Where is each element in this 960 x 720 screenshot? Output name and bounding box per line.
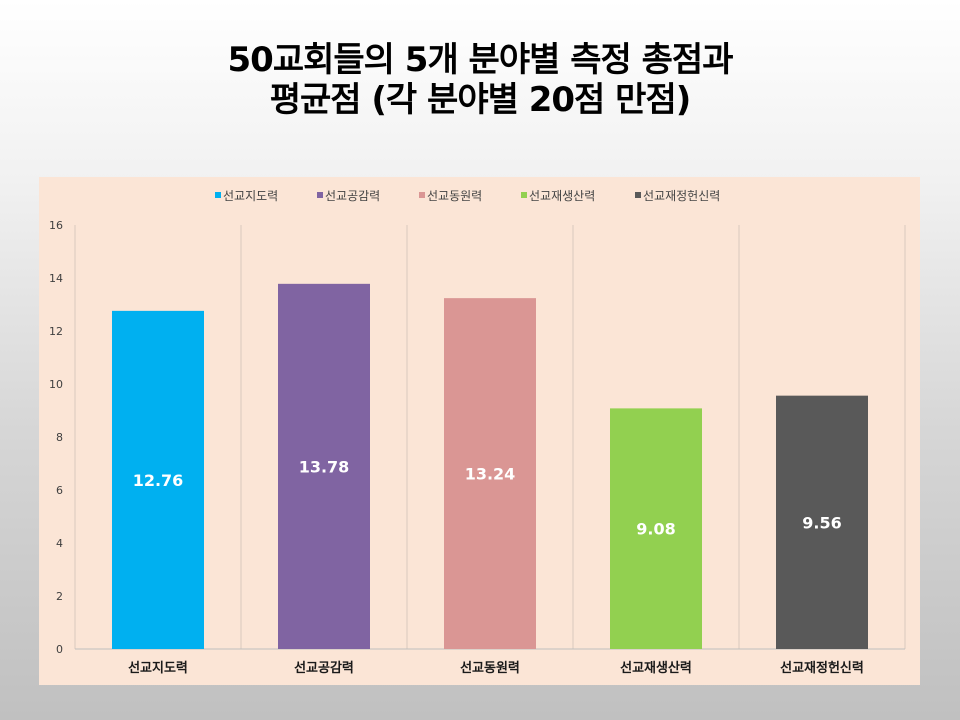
legend-label: 선교재정헌신력 bbox=[643, 189, 720, 203]
category-label: 선교재생산력 bbox=[620, 660, 692, 676]
legend-swatch bbox=[635, 192, 641, 198]
y-tick-label: 12 bbox=[49, 325, 63, 338]
legend-label: 선교공감력 bbox=[325, 189, 380, 203]
y-tick-label: 8 bbox=[56, 431, 63, 444]
category-label: 선교지도력 bbox=[128, 660, 188, 676]
y-tick-label: 14 bbox=[49, 272, 63, 285]
chart-title: 50교회들의 5개 분야별 측정 총점과 평균점 (각 분야별 20점 만점) bbox=[0, 40, 960, 120]
bar bbox=[610, 408, 702, 649]
category-label: 선교동원력 bbox=[460, 660, 520, 676]
bar-value-label: 9.56 bbox=[802, 513, 841, 532]
bar bbox=[112, 310, 204, 649]
bar-value-label: 13.24 bbox=[465, 465, 516, 484]
legend-swatch bbox=[317, 192, 323, 198]
bar bbox=[776, 395, 868, 649]
bar-value-label: 9.08 bbox=[636, 520, 675, 539]
legend-label: 선교지도력 bbox=[223, 189, 278, 203]
legend-swatch bbox=[215, 192, 221, 198]
legend-swatch bbox=[521, 192, 527, 198]
bar bbox=[444, 298, 536, 649]
title-line-1: 50교회들의 5개 분야별 측정 총점과 bbox=[227, 40, 734, 80]
y-tick-label: 0 bbox=[56, 643, 63, 656]
bar-chart: 선교지도력 선교공감력 선교동원력 선교재생산력 선교재정헌신력 02468101214… bbox=[49, 189, 906, 676]
bar bbox=[278, 283, 370, 649]
y-tick-label: 2 bbox=[56, 590, 63, 603]
category-label: 선교공감력 bbox=[294, 660, 354, 676]
category-label: 선교재정헌신력 bbox=[780, 660, 864, 676]
title-line-2: 평균점 (각 분야별 20점 만점) bbox=[269, 80, 692, 120]
y-tick-label: 10 bbox=[49, 378, 63, 391]
bar-value-label: 12.76 bbox=[133, 471, 184, 490]
bar-value-label: 13.78 bbox=[299, 457, 350, 476]
legend-swatch bbox=[419, 192, 425, 198]
y-tick-label: 16 bbox=[49, 219, 63, 232]
chart-panel: 선교지도력 선교공감력 선교동원력 선교재생산력 선교재정헌신력 0 2 4 6 8 10 12 14… bbox=[39, 177, 920, 685]
y-tick-label: 6 bbox=[56, 484, 63, 497]
legend-label: 선교동원력 bbox=[427, 189, 482, 203]
legend-label: 선교재생산력 bbox=[529, 189, 595, 203]
y-tick-label: 4 bbox=[56, 537, 63, 550]
